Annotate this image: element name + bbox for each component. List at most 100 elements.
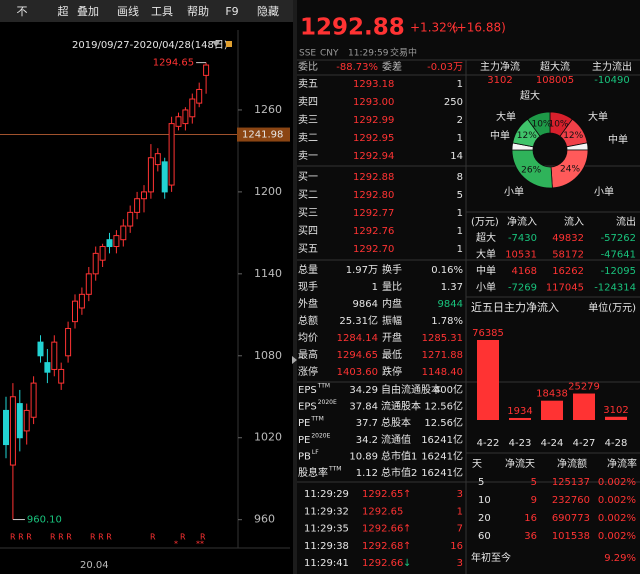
- candle-body: [196, 88, 203, 104]
- candle-body: [127, 211, 134, 227]
- table-cell: -7430: [508, 233, 537, 244]
- donut-category: 小单: [504, 186, 524, 198]
- label: 现手: [298, 280, 318, 293]
- donut-label: 12%: [563, 131, 583, 141]
- fund-sup: TTM: [317, 383, 330, 390]
- bar-label: 76385: [472, 328, 504, 339]
- bar-label: 3102: [603, 405, 628, 416]
- stat-value: 1284.14: [337, 333, 378, 344]
- label: 均价: [298, 332, 318, 344]
- fund-key: 总市值2: [381, 466, 417, 479]
- level-price: 1292.95: [353, 133, 394, 144]
- candle-body: [30, 382, 37, 418]
- level-label: 卖五: [298, 78, 318, 90]
- table-cell: -12095: [601, 266, 636, 277]
- donut-category: 超大: [520, 89, 540, 102]
- collapse-arrow[interactable]: [292, 356, 297, 364]
- level-volume: 8: [457, 172, 463, 183]
- stat-value: 1285.31: [422, 333, 463, 344]
- fund-value: 16241亿: [421, 433, 463, 446]
- trade-time: 11:29:41: [304, 558, 349, 569]
- toolbar-button[interactable]: 超: [58, 4, 69, 18]
- stat-value: 1.37: [441, 282, 463, 293]
- table-cell: 232760: [552, 495, 590, 506]
- stat-value: 1.78%: [431, 316, 463, 327]
- toolbar-button[interactable]: F9: [225, 5, 238, 18]
- label: 超大流: [540, 60, 570, 73]
- donut-segment: [527, 111, 551, 137]
- donut-category: 大单: [496, 110, 516, 123]
- candle-body: [203, 64, 210, 76]
- event-marker: **: [196, 540, 204, 549]
- bar-label: 18438: [536, 389, 568, 400]
- x-tick-label: 4-28: [605, 438, 628, 449]
- fund-value: 16241亿: [421, 466, 463, 479]
- toolbar-button[interactable]: 叠加: [77, 5, 99, 18]
- label: 总额: [298, 314, 318, 327]
- donut-category: 小单: [594, 186, 614, 198]
- toolbar-button[interactable]: 不: [17, 5, 28, 18]
- level-volume: 14: [450, 151, 463, 162]
- high-label: 1294.65: [153, 58, 194, 69]
- toolbar-button[interactable]: 隐藏: [257, 5, 279, 18]
- candle-body: [141, 191, 147, 200]
- level-price: 1292.88: [353, 172, 394, 183]
- toolbar-button[interactable]: 画线: [117, 4, 139, 18]
- range-dropdown[interactable]: [212, 41, 220, 47]
- unit: 单位(万元): [588, 301, 636, 314]
- table-cell: -57262: [601, 233, 636, 244]
- level-price: 1293.18: [353, 79, 394, 90]
- bar: [573, 393, 595, 420]
- bar: [541, 400, 563, 420]
- candle-body: [154, 153, 161, 166]
- fund-value: 34.2: [356, 435, 378, 446]
- trade-dir: ↑: [403, 489, 411, 500]
- quote-status: 交易中: [390, 47, 417, 59]
- table-cell: 36: [524, 531, 537, 542]
- y-tick-label: 1260: [254, 103, 282, 116]
- trade-price: 1292.68: [362, 541, 403, 552]
- fund-value: 400亿: [434, 383, 463, 396]
- label: 跌停: [382, 365, 402, 378]
- event-marker: R R R: [10, 533, 32, 542]
- toolbar-button[interactable]: 工具: [151, 5, 173, 18]
- table-cell: 58172: [552, 250, 584, 261]
- table-cell: 49832: [552, 233, 584, 244]
- ref-label: 1241.98: [242, 130, 283, 141]
- toolbar-button[interactable]: 帮助: [187, 4, 209, 18]
- level-volume: 2: [457, 115, 463, 126]
- trade-dir: ↑: [403, 524, 411, 535]
- x-tick-label: 4-27: [573, 438, 596, 449]
- table-cell: 117045: [546, 283, 584, 294]
- donut-category: 中单: [490, 129, 510, 142]
- candle-body: [85, 273, 92, 295]
- label: 委差: [382, 60, 402, 73]
- table-cell: 4168: [512, 266, 537, 277]
- candle-body: [161, 161, 168, 193]
- level-label: 卖一: [298, 150, 318, 162]
- table-cell: 0.002%: [598, 531, 636, 542]
- trade-dir: ↑: [403, 541, 411, 552]
- fund-value: 1.12: [356, 468, 378, 479]
- table-cell: 超大: [476, 231, 496, 244]
- level-label: 买二: [298, 189, 318, 201]
- table-cell: 10531: [505, 250, 537, 261]
- candle-body: [175, 116, 182, 127]
- table-header: 流入: [564, 215, 584, 228]
- trade-volume: 7: [457, 524, 463, 535]
- label: 内盘: [382, 297, 402, 310]
- table-cell: 9: [531, 495, 537, 506]
- label: 委比: [298, 60, 318, 73]
- y-tick-label: 1200: [254, 185, 282, 198]
- bar: [477, 340, 499, 420]
- quote-time: 11:29:59: [348, 49, 389, 59]
- event-marker: R R R: [50, 533, 72, 542]
- stat-value: 1294.65: [337, 350, 378, 361]
- stat-value: 25.31亿: [339, 314, 378, 327]
- table-header: 天: [472, 459, 482, 470]
- bar-label: 25279: [568, 382, 600, 393]
- donut-category: 大单: [588, 110, 608, 123]
- level-price: 1293.00: [353, 97, 394, 108]
- level-volume: 1: [457, 226, 463, 237]
- y-tick-label: 1140: [254, 267, 282, 280]
